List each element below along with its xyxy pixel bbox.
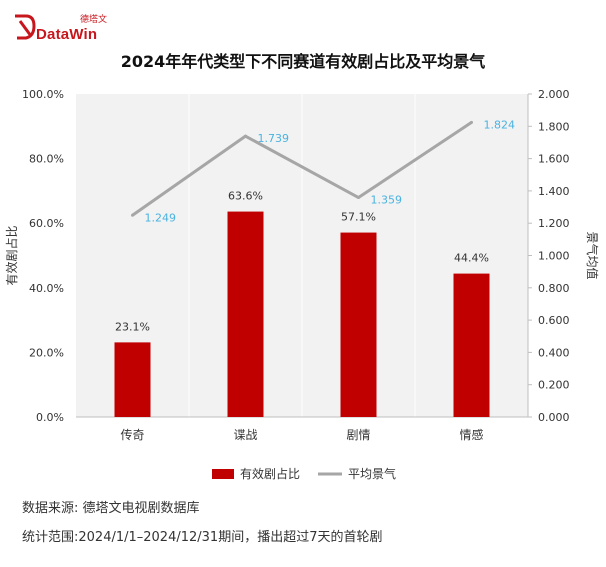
y-left-tick-label: 40.0%	[29, 282, 64, 295]
legend-bar-label: 有效剧占比	[240, 466, 300, 481]
y-left-tick-label: 20.0%	[29, 346, 64, 359]
line-data-label: 1.249	[145, 211, 177, 224]
bar-data-label: 57.1%	[341, 211, 376, 224]
y-right-tick-label: 0.400	[538, 346, 570, 359]
bar-data-label: 44.4%	[454, 252, 489, 265]
y-left-tick-label: 80.0%	[29, 153, 64, 166]
datawin-logo-icon	[15, 14, 36, 40]
bar-3	[340, 232, 377, 417]
x-tick-label: 剧情	[346, 428, 370, 442]
y-right-tick-label: 0.600	[538, 314, 570, 327]
line-data-label: 1.739	[258, 132, 290, 145]
line-data-label: 1.359	[371, 194, 403, 207]
data-range-note: 统计范围:2024/1/1–2024/12/31期间，播出超过7天的首轮剧	[22, 530, 383, 545]
bar-data-label: 23.1%	[115, 320, 150, 333]
bar-1	[114, 342, 151, 417]
line-data-label: 1.824	[484, 118, 516, 131]
y-right-tick-label: 1.400	[538, 185, 570, 198]
chart-title: 2024年年代类型下不同赛道有效剧占比及平均景气	[120, 52, 486, 71]
brand-name-cn: 德塔文	[80, 15, 108, 25]
y-right-tick-label: 0.000	[538, 411, 570, 424]
bar-data-label: 63.6%	[228, 190, 263, 203]
line-point-4	[470, 120, 473, 124]
legend-line-label: 平均景气	[348, 466, 396, 481]
y-right-tick-label: 1.800	[538, 120, 570, 133]
legend-bar-swatch	[212, 469, 234, 479]
y-right-tick-label: 1.600	[538, 153, 570, 166]
y-left-tick-label: 60.0%	[29, 217, 64, 230]
y-left-tick-label: 100.0%	[22, 88, 64, 101]
y-right-tick-label: 0.200	[538, 379, 570, 392]
bar-2	[227, 211, 264, 417]
y-right-tick-label: 1.200	[538, 217, 570, 230]
x-tick-label: 传奇	[120, 427, 144, 442]
x-tick-label: 谍战	[233, 428, 257, 442]
y-left-tick-label: 0.0%	[36, 411, 64, 424]
y-right-axis-title: 景气均值	[585, 231, 600, 279]
y-right-tick-label: 0.800	[538, 282, 570, 295]
line-point-1	[131, 213, 134, 217]
brand-name-en: DataWin	[36, 26, 98, 43]
bar-4	[453, 273, 490, 417]
y-right-tick-label: 1.000	[538, 250, 570, 263]
line-series-path	[131, 121, 473, 217]
x-tick-label: 情感	[459, 427, 483, 442]
line-point-2	[244, 134, 247, 138]
line-point-3	[357, 196, 360, 200]
y-right-tick-label: 2.000	[538, 88, 570, 101]
data-source-note: 数据来源: 德塔文电视剧数据库	[22, 501, 200, 516]
y-left-axis-title: 有效剧占比	[4, 225, 19, 285]
